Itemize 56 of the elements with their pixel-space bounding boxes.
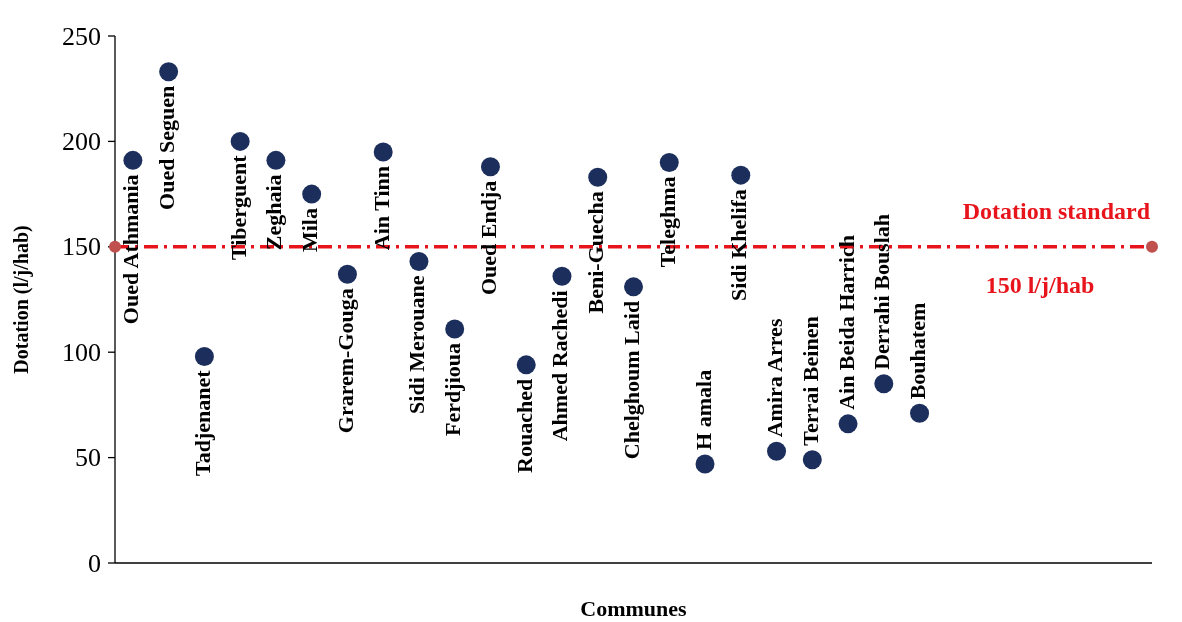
y-tick-label: 50: [75, 443, 101, 473]
point: [588, 167, 608, 187]
y-axis-title: Dotation (l/j/hab): [10, 225, 33, 374]
text: Sidi Khelifa: [726, 189, 752, 301]
text: Derrahi Bouslah: [869, 213, 895, 370]
text: Ain Beida Harrich: [833, 235, 859, 410]
text: Grarem-Gouga: [332, 288, 358, 434]
y-tick-label: 0: [88, 548, 101, 578]
text: Terrai Beinen: [797, 316, 823, 446]
point: [266, 150, 286, 170]
point: [838, 414, 858, 434]
point: [480, 157, 500, 177]
text: H amala: [690, 369, 716, 450]
point: [874, 374, 894, 394]
point: [516, 355, 536, 375]
point: [194, 346, 214, 366]
text: Tiberguent: [225, 155, 251, 261]
annotation: 150 l/j/hab: [985, 271, 1095, 298]
text: Mila: [297, 208, 323, 253]
text: Rouached: [511, 378, 537, 473]
text: Oued Seguen: [154, 85, 180, 210]
text: Oued Athmania: [118, 174, 144, 325]
text: Amira Arres: [762, 318, 788, 438]
y-tick-label: 200: [62, 126, 101, 156]
point: [659, 152, 679, 172]
point: [123, 150, 143, 170]
point: [552, 266, 572, 286]
y-tick-label: 100: [62, 337, 101, 367]
y-tick-label: 150: [62, 232, 101, 262]
point: [230, 131, 250, 151]
text: Bouhatem: [905, 302, 931, 400]
point: [731, 165, 751, 185]
text: Tadjenanet: [189, 370, 215, 476]
text: Ahmed Rachedi: [547, 290, 573, 442]
ref-line-label: Dotation standard: [962, 197, 1151, 224]
text: Sidi Merouane: [404, 275, 430, 414]
text: Zeghaia: [261, 174, 287, 251]
text: Oued Endja: [475, 180, 501, 296]
text: Ferdjioua: [440, 343, 466, 436]
text: Teleghma: [654, 176, 680, 268]
point: [337, 264, 357, 284]
point: [445, 319, 465, 339]
point: [695, 454, 715, 474]
text: Beni-Guecha: [583, 191, 609, 314]
point: [910, 403, 930, 423]
point: [624, 277, 643, 297]
point: [159, 62, 179, 82]
x-axis-title: Communes: [580, 596, 688, 621]
text: Chelghoum Laid: [619, 300, 644, 460]
point: [409, 252, 429, 272]
point: [302, 184, 322, 204]
point: [802, 450, 822, 470]
point: [767, 441, 787, 461]
point: [373, 142, 393, 162]
y-tick-label: 250: [62, 21, 101, 51]
text: Ain Tinn: [368, 165, 394, 251]
